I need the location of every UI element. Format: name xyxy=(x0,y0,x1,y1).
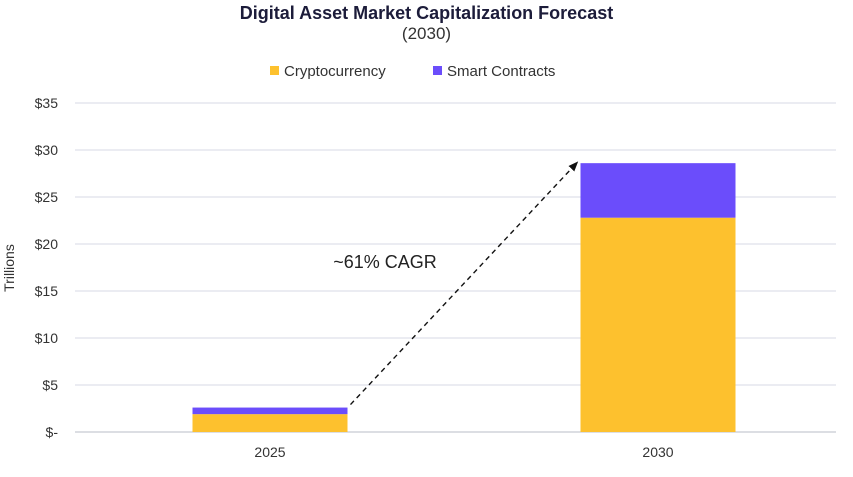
bar-cryptocurrency-2025 xyxy=(192,414,348,432)
y-tick-label: $- xyxy=(46,424,59,440)
bar-cryptocurrency-2030 xyxy=(580,217,736,432)
annotation: ~61% CAGR xyxy=(333,161,579,406)
cagr-arrow xyxy=(349,161,579,406)
y-tick-label: $25 xyxy=(35,189,59,205)
cagr-label: ~61% CAGR xyxy=(333,252,437,272)
legend-label: Cryptocurrency xyxy=(284,63,386,80)
y-tick-label: $35 xyxy=(35,95,59,111)
legend-label: Smart Contracts xyxy=(447,63,555,80)
y-tick-label: $5 xyxy=(42,377,58,393)
y-tick-label: $10 xyxy=(35,330,59,346)
chart-subtitle: (2030) xyxy=(401,24,452,43)
legend-swatch xyxy=(270,66,279,75)
bar-smart-contracts-2025 xyxy=(192,407,348,415)
y-tick-label: $20 xyxy=(35,236,59,252)
x-tick-label: 2030 xyxy=(642,444,673,460)
y-tick-label: $15 xyxy=(35,283,59,299)
bar-smart-contracts-2030 xyxy=(580,163,736,218)
x-tick-label: 2025 xyxy=(254,444,285,460)
legend-swatch xyxy=(433,66,442,75)
y-axis-label: Trillions xyxy=(1,244,17,292)
bars-layer: 2025 2030 xyxy=(192,163,736,460)
chart-title: Digital Asset Market Capitalization Fore… xyxy=(239,3,614,23)
legend: Cryptocurrency Smart Contracts xyxy=(270,63,555,80)
y-tick-label: $30 xyxy=(35,142,59,158)
